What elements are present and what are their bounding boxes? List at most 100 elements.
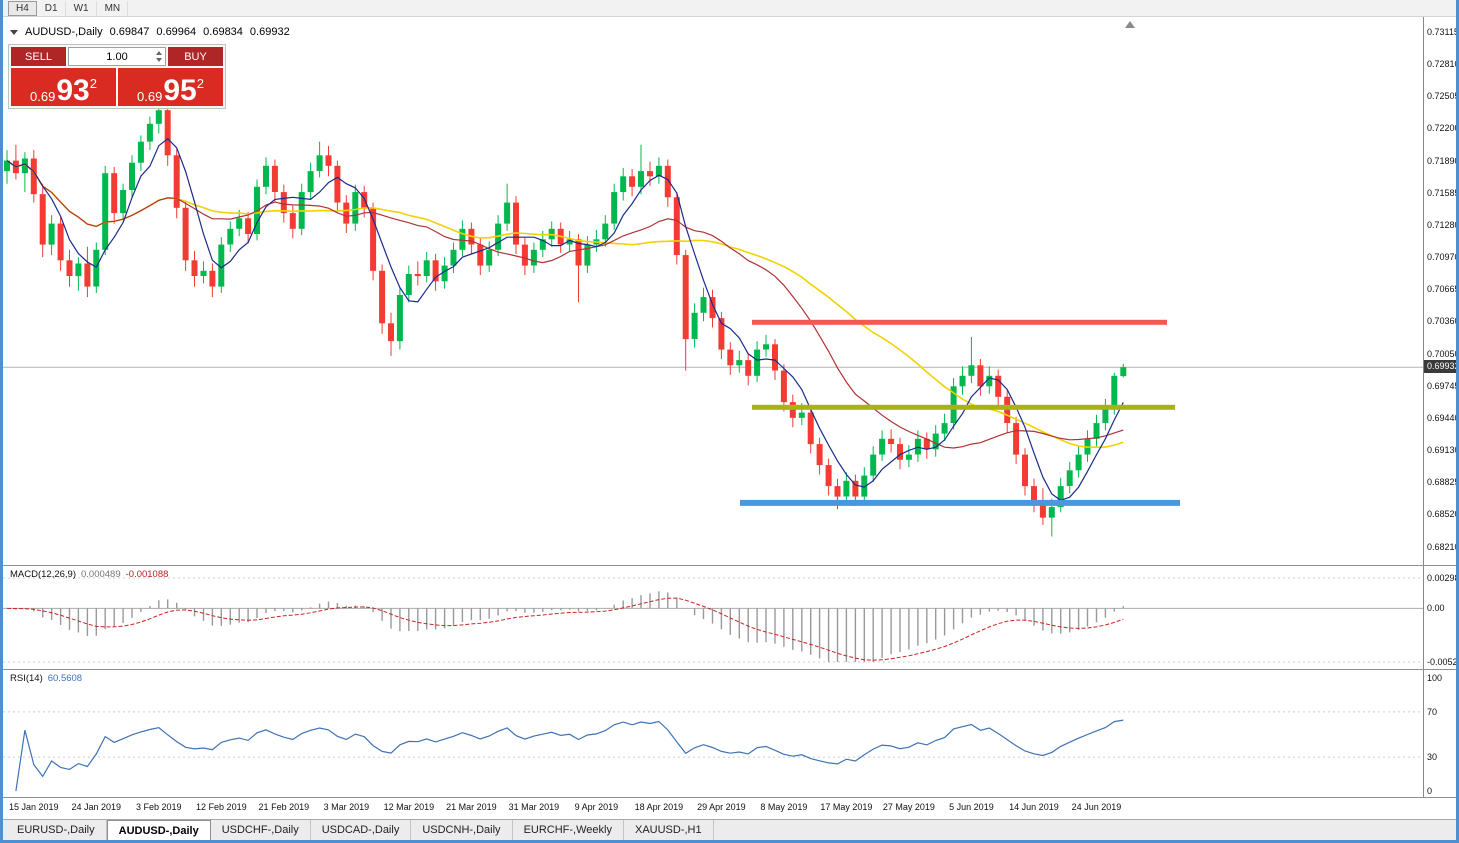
rsi-scale-100: 100	[1427, 673, 1443, 683]
candle	[441, 265, 448, 282]
candle	[521, 244, 528, 266]
candle	[691, 312, 698, 339]
candle	[164, 110, 171, 156]
candle	[218, 244, 225, 287]
window-border-left	[0, 0, 3, 843]
panel-separator[interactable]	[0, 565, 1459, 566]
candle	[673, 197, 680, 255]
buy-price-pips: 95	[163, 73, 197, 107]
rsi-value: 60.5608	[47, 673, 83, 684]
candle	[995, 375, 1002, 397]
candle	[352, 192, 359, 224]
buy-price-display[interactable]: 0.69 95 2	[118, 68, 223, 106]
sell-button[interactable]: SELL	[11, 47, 66, 66]
ma-slow-line	[6, 159, 1124, 449]
volume-decrease-button[interactable]	[155, 58, 162, 62]
resistance-line[interactable]	[752, 319, 1167, 325]
date-label: 12 Mar 2019	[383, 802, 435, 812]
one-click-toggle-icon[interactable]	[10, 29, 18, 35]
rsi-panel-chart[interactable]	[3, 670, 1423, 797]
candle	[325, 155, 332, 166]
volume-input[interactable]: 1.00	[68, 47, 166, 66]
candle	[754, 349, 761, 376]
candle	[450, 249, 457, 266]
candle	[307, 171, 314, 193]
candle	[93, 249, 100, 287]
chart-shift-marker-icon[interactable]	[1125, 21, 1135, 28]
volume-spinner	[153, 48, 164, 65]
candle	[611, 192, 618, 224]
candle	[539, 239, 546, 250]
candle	[182, 207, 189, 261]
rsi-scale-70: 70	[1427, 707, 1438, 717]
candle	[1093, 423, 1100, 439]
mid-level-line[interactable]	[752, 404, 1175, 410]
candle	[923, 438, 930, 450]
chart-tab-xauusd-h1[interactable]: XAUUSD-,H1	[623, 820, 714, 840]
candle	[405, 274, 412, 295]
price-axis[interactable]: 0.69932 0.002984 0.00 -0.00525 100 70 30…	[1423, 17, 1459, 797]
candle	[1048, 507, 1055, 518]
candle	[861, 475, 868, 497]
timeframe-mn-button[interactable]: MN	[97, 0, 129, 16]
date-label: 29 Apr 2019	[697, 802, 746, 812]
price-tick-label: 0.71280	[1427, 219, 1459, 230]
date-label: 17 May 2019	[820, 802, 873, 812]
volume-increase-button[interactable]	[155, 51, 162, 55]
rsi-scale-30: 30	[1427, 752, 1438, 762]
one-click-trading-panel: SELL 1.00 BUY 0.69 93 2 0.69 95 2	[8, 44, 226, 109]
candle	[905, 454, 912, 460]
date-label: 31 Mar 2019	[508, 802, 560, 812]
candle	[932, 433, 939, 450]
candle	[280, 192, 287, 214]
candle	[57, 223, 64, 261]
chart-tab-audusd-daily[interactable]: AUDUSD-,Daily	[106, 820, 211, 840]
support-line[interactable]	[740, 499, 1180, 506]
sell-price-point: 2	[89, 76, 97, 91]
time-axis[interactable]: 15 Jan 2019 24 Jan 2019 3 Feb 2019 12 Feb 2…	[3, 798, 1423, 818]
candle	[700, 297, 707, 313]
macd-panel-chart[interactable]	[3, 566, 1423, 669]
candle	[191, 260, 198, 276]
macd-name: MACD(12,26,9)	[10, 569, 76, 580]
candle	[379, 270, 386, 324]
timeframe-d1-button[interactable]: D1	[37, 0, 66, 16]
candle	[1031, 486, 1037, 505]
chart-symbol-label: AUDUSD-,Daily	[25, 26, 103, 38]
price-tick-label: 0.68520	[1427, 509, 1459, 520]
timeframe-h4-button[interactable]: H4	[8, 0, 37, 16]
window-border-bottom	[0, 840, 1459, 843]
chart-tab-eurchf-weekly[interactable]: EURCHF-,Weekly	[512, 820, 624, 840]
candle	[432, 260, 439, 282]
candle	[75, 263, 82, 277]
candle	[1013, 423, 1020, 455]
chart-tab-usdchf-daily[interactable]: USDCHF-,Daily	[210, 820, 311, 840]
chart-tab-eurusd-daily[interactable]: EURUSD-,Daily	[6, 820, 107, 840]
macd-main-value: 0.000489	[81, 569, 121, 580]
candle	[334, 165, 341, 203]
price-tick-label: 0.72810	[1427, 59, 1459, 70]
buy-button[interactable]: BUY	[168, 47, 223, 66]
candle	[816, 444, 823, 466]
buy-price-prefix: 0.69	[137, 89, 163, 104]
candle	[798, 412, 805, 418]
date-label: 3 Feb 2019	[136, 802, 182, 812]
chart-tab-usdcnh-daily[interactable]: USDCNH-,Daily	[411, 820, 513, 840]
chart-tab-usdcad-daily[interactable]: USDCAD-,Daily	[310, 820, 412, 840]
timeframe-w1-button[interactable]: W1	[66, 0, 97, 16]
candle	[361, 192, 368, 208]
ohlc-high: 0.69964	[156, 26, 197, 38]
candle	[959, 375, 966, 387]
sell-price-display[interactable]: 0.69 93 2	[11, 68, 116, 106]
candle	[807, 412, 814, 445]
candle	[21, 158, 28, 174]
chart-tab-bar: EURUSD-,Daily AUDUSD-,Daily USDCHF-,Daily U…	[3, 819, 1456, 840]
price-chart[interactable]	[3, 17, 1423, 565]
price-tick-label: 0.73115	[1427, 27, 1459, 37]
candle	[227, 228, 234, 245]
candle	[620, 176, 627, 192]
panel-separator[interactable]	[0, 669, 1459, 670]
candle	[602, 223, 609, 240]
date-label: 9 Apr 2019	[574, 802, 619, 812]
candle	[245, 218, 252, 234]
